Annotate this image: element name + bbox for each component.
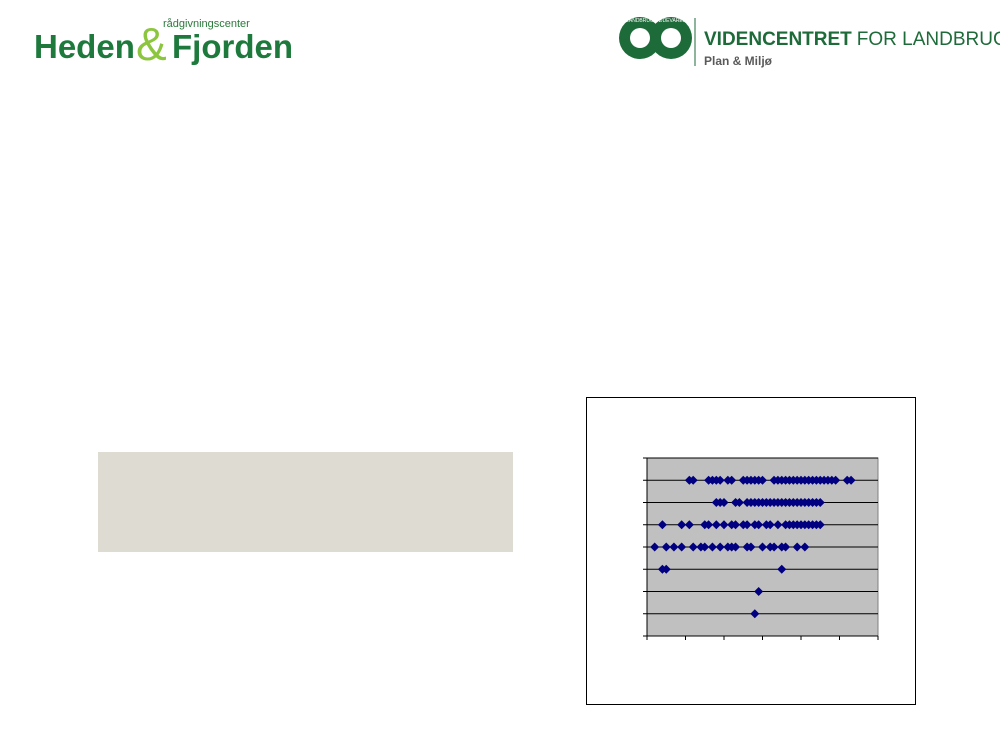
data-point <box>758 542 767 552</box>
logo-title: VIDENCENTRET FOR LANDBRUG <box>704 29 1000 50</box>
data-point <box>773 520 783 530</box>
logo-name: Fjorden <box>172 28 293 65</box>
data-point <box>731 520 741 530</box>
data-point <box>815 498 825 507</box>
data-point <box>754 520 764 530</box>
data-point <box>688 475 698 485</box>
logo-videncentret: LANDBRUG FØDEVARER VIDENCENTRET FOR LANDB… <box>619 17 1000 68</box>
data-point <box>700 542 710 552</box>
data-point <box>758 475 767 485</box>
data-point <box>677 542 687 552</box>
data-point <box>742 520 752 530</box>
data-point <box>707 542 717 552</box>
data-point <box>677 520 687 530</box>
data-point <box>731 542 741 552</box>
data-point <box>719 498 729 507</box>
data-point <box>777 564 787 574</box>
logo-ring-text: FØDEVARER <box>656 18 687 24</box>
data-point <box>746 542 756 552</box>
logo-tagline: rådgivningscenter <box>163 18 250 30</box>
data-point <box>715 542 725 552</box>
data-point <box>661 542 671 552</box>
logo-subtitle: Plan & Miljø <box>704 54 773 68</box>
data-point <box>661 564 671 574</box>
logo-heden-fjorden: rådgivningscenter Heden & Fjorden <box>34 18 293 70</box>
data-point <box>734 498 744 507</box>
data-point <box>750 609 760 619</box>
logo-amp: & <box>136 18 167 70</box>
data-point <box>781 542 791 552</box>
logo-name: Heden <box>34 28 135 65</box>
data-point <box>715 475 725 485</box>
data-point <box>831 475 841 485</box>
data-point <box>688 542 698 552</box>
data-point <box>815 520 825 530</box>
data-point <box>704 520 714 530</box>
data-point <box>846 475 856 485</box>
data-point <box>657 520 667 530</box>
chart <box>643 457 879 640</box>
data-point <box>800 542 810 552</box>
data-point <box>719 520 729 530</box>
logo-ring-hole <box>630 28 650 48</box>
data-point <box>727 475 737 485</box>
logo-title-bold: VIDENCENTRET <box>704 29 852 50</box>
logo-ring-text: LANDBRUG <box>626 18 654 24</box>
data-point <box>769 542 779 552</box>
data-point <box>765 520 775 530</box>
data-point <box>711 520 721 530</box>
data-point <box>669 542 679 552</box>
text-box <box>98 452 513 552</box>
data-point <box>792 542 802 552</box>
data-point <box>650 542 660 552</box>
data-point <box>754 587 764 596</box>
logo-ring-hole <box>661 28 681 48</box>
logo-title-regular: FOR LANDBRUG <box>857 29 1000 50</box>
data-point <box>684 520 694 530</box>
